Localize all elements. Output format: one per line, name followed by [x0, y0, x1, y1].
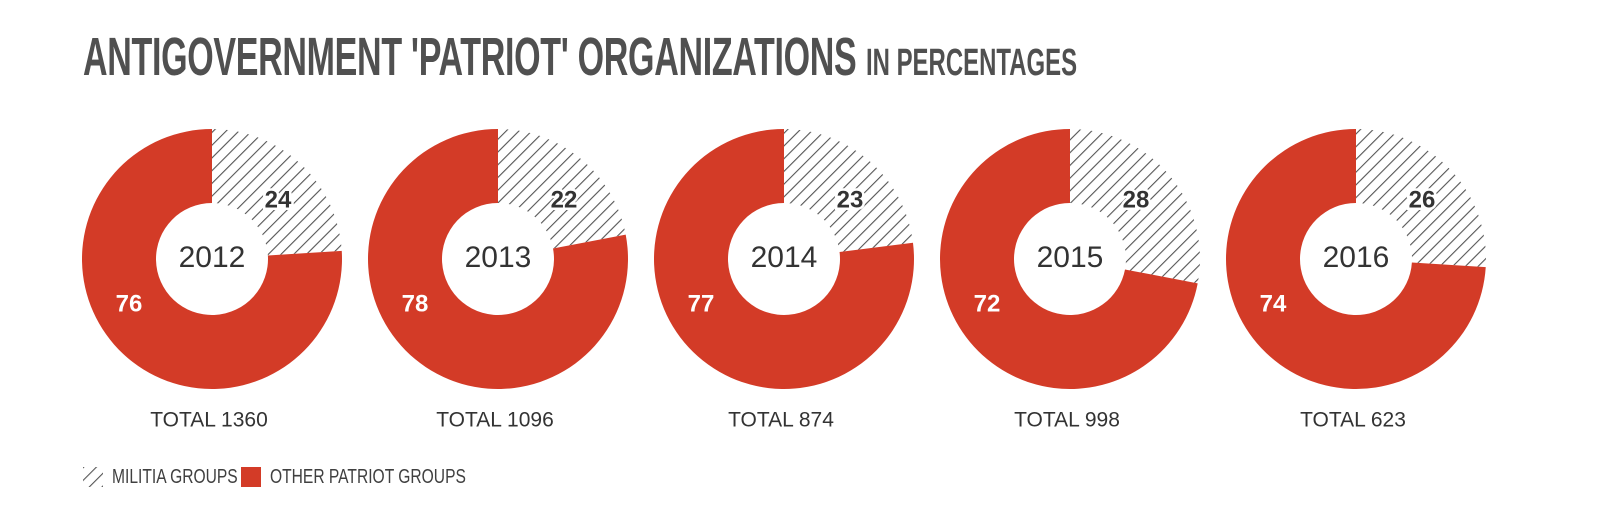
- value-label-militia-2016: 26: [1409, 186, 1436, 213]
- slice-militia-2015: [1070, 129, 1200, 284]
- legend-label-other: OTHER PATRIOT GROUPS: [270, 465, 466, 488]
- chart-title-main: ANTIGOVERNMENT 'PATRIOT' ORGANIZATIONS: [83, 27, 857, 87]
- value-label-other-2014: 77: [688, 290, 715, 317]
- hatched-swatch-icon: [83, 467, 103, 487]
- chart-title-sub: IN PERCENTAGES: [866, 42, 1078, 84]
- donut-2015: 28 72 2015 TOTAL 998: [939, 129, 1200, 432]
- year-label-2016: 2016: [1323, 241, 1390, 274]
- slice-militia-2013: [498, 129, 626, 249]
- value-label-other-2013: 78: [402, 290, 429, 317]
- value-label-other-2016: 74: [1260, 290, 1287, 317]
- donut-2014: 23 77 2014 TOTAL 874: [654, 129, 914, 432]
- value-label-militia-2013: 22: [551, 186, 578, 213]
- total-label-2013: TOTAL 1096: [436, 409, 554, 432]
- donut-2016: 26 74 2016 TOTAL 623: [1226, 129, 1487, 432]
- slice-militia-2012: [212, 129, 342, 256]
- year-label-2012: 2012: [179, 241, 246, 274]
- value-label-other-2012: 76: [116, 290, 143, 317]
- legend-item-other: OTHER PATRIOT GROUPS: [241, 466, 521, 488]
- slice-other-2013: [368, 129, 628, 390]
- slice-other-2012: [82, 129, 343, 389]
- year-label-2013: 2013: [465, 241, 532, 274]
- slice-militia-2014: [784, 129, 913, 252]
- year-label-2015: 2015: [1037, 241, 1104, 274]
- value-label-other-2015: 72: [974, 290, 1001, 317]
- solid-swatch-icon: [241, 467, 261, 487]
- total-label-2016: TOTAL 623: [1300, 409, 1406, 432]
- donut-2012: 24 76 2012 TOTAL 1360: [82, 129, 343, 432]
- total-label-2012: TOTAL 1360: [150, 409, 268, 432]
- total-label-2015: TOTAL 998: [1014, 409, 1120, 432]
- value-label-militia-2014: 23: [837, 186, 864, 213]
- slice-other-2014: [654, 129, 914, 389]
- slice-other-2015: [939, 129, 1198, 389]
- year-label-2014: 2014: [751, 241, 818, 274]
- value-label-militia-2015: 28: [1123, 186, 1150, 213]
- slice-militia-2016: [1356, 129, 1487, 268]
- total-label-2014: TOTAL 874: [728, 409, 834, 432]
- value-label-militia-2012: 24: [265, 186, 292, 213]
- legend-label-militia: MILITIA GROUPS: [112, 465, 238, 488]
- chart-title: ANTIGOVERNMENT 'PATRIOT' ORGANIZATIONS I…: [83, 26, 1083, 90]
- slice-other-2016: [1226, 129, 1486, 389]
- donut-2013: 22 78 2013 TOTAL 1096: [368, 129, 628, 432]
- legend-item-militia: MILITIA GROUPS: [83, 466, 273, 488]
